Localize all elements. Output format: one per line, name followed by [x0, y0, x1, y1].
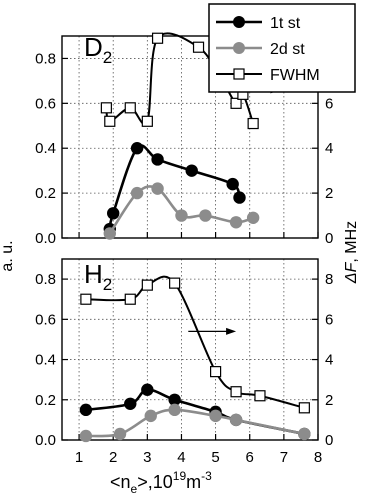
legend-marker-2d-st — [233, 42, 245, 54]
y-left-tick-label: 0.4 — [35, 140, 56, 157]
data-point-2d-st — [168, 403, 181, 417]
y-right-tick-label: 4 — [325, 140, 333, 157]
y-right-tick-label: 2 — [325, 185, 333, 202]
data-point-fwhm — [141, 115, 153, 127]
data-point-1t-st — [226, 177, 239, 191]
y-left-tick-label: 0.8 — [35, 50, 56, 67]
data-point-fwhm — [254, 390, 266, 402]
data-point-fwhm — [192, 41, 205, 53]
data-point-fwhm — [100, 102, 112, 114]
y-right-axis-label: ΔF, MHz — [343, 221, 360, 284]
data-point-fwhm — [124, 293, 136, 305]
x-axis-label-mid: >,10 — [137, 472, 173, 492]
y-left-tick-label: 0.2 — [35, 392, 56, 409]
plot-frame — [61, 35, 319, 239]
y-left-tick-label: 0.8 — [35, 271, 56, 288]
panel-label-d2-main: D — [84, 32, 103, 62]
data-point-fwhm — [230, 97, 242, 109]
data-point-2d-st — [79, 429, 93, 443]
data-point-2d-st — [175, 209, 188, 222]
legend-label-2d-st: 2d st — [270, 41, 305, 58]
panel-label-d2-sub: 2 — [103, 48, 112, 67]
data-point-2d-st — [298, 427, 311, 441]
data-point-fwhm — [124, 102, 136, 114]
panel-d2: 0.0 0.2 0.4 0.6 0.8 0 2 4 6 — [35, 32, 333, 247]
x-tick-label: 2 — [109, 449, 117, 466]
y-right-tick-label: 0 — [325, 432, 333, 449]
data-point-2d-st — [229, 413, 243, 427]
legend-marker-1t-st — [233, 16, 245, 28]
x-tick-label: 8 — [314, 449, 322, 466]
data-point-2d-st — [151, 182, 164, 195]
legend-label-fwhm: FWHM — [270, 67, 320, 84]
panel-label-d2: D2 — [84, 32, 112, 67]
y-left-tick-label: 0.4 — [35, 352, 56, 369]
y-right-tick-label: 6 — [325, 311, 333, 328]
legend-marker-fwhm — [233, 68, 245, 80]
x-tick-label: 4 — [177, 449, 185, 466]
legend-label-1t-st: 1t st — [270, 15, 301, 32]
data-point-1t-st — [168, 393, 181, 406]
y-right-tick-label: 6 — [325, 95, 333, 112]
y-left-tick-label: 0.0 — [35, 432, 56, 449]
panel-label-h2-sub: 2 — [103, 275, 112, 294]
data-point-fwhm — [298, 402, 310, 414]
data-point-fwhm — [151, 32, 164, 44]
data-point-1t-st — [233, 191, 246, 204]
data-point-fwhm — [230, 386, 242, 398]
data-point-fwhm — [141, 279, 153, 291]
series-line-fwhm — [85, 275, 305, 409]
x-tick-label: 1 — [75, 449, 83, 466]
x-tick-label: 7 — [280, 449, 288, 466]
panel-h2: 0.0 0.2 0.4 0.6 0.8 0 2 4 6 8 1 2 3 4 5 6 7 8 — [35, 258, 333, 466]
data-point-2d-st — [209, 409, 222, 423]
y-right-tick-label: 0 — [325, 230, 333, 247]
y-left-tick-label: 0.6 — [35, 95, 56, 112]
data-point-2d-st — [144, 409, 157, 423]
data-point-fwhm — [247, 117, 259, 130]
x-tick-label: 3 — [143, 449, 151, 466]
legend: 1t st 2d st FWHM — [208, 3, 356, 93]
x-axis-label-sub: e — [131, 482, 138, 496]
data-point-1t-st — [185, 164, 198, 177]
x-axis-label-unit: m — [186, 472, 201, 492]
data-point-2d-st — [246, 211, 260, 224]
data-point-2d-st — [113, 427, 127, 441]
plot-frame — [61, 258, 319, 441]
x-tick-label: 6 — [246, 449, 254, 466]
data-point-fwhm — [80, 293, 92, 305]
x-axis-label-sup2: -3 — [201, 469, 212, 483]
data-point-1t-st — [124, 397, 137, 410]
data-point-fwhm — [104, 115, 116, 127]
data-point-2d-st — [229, 216, 243, 229]
data-point-fwhm — [210, 366, 222, 378]
data-point-1t-st — [79, 403, 93, 417]
y-left-tick-label: 0.0 — [35, 230, 56, 247]
x-axis-label: <ne>,1019m-3 — [110, 469, 212, 496]
data-point-1t-st — [130, 142, 144, 155]
y-right-tick-label: 4 — [325, 352, 333, 369]
right-axis-arrow-head — [226, 327, 237, 335]
data-point-2d-st — [130, 186, 144, 200]
y-right-axis-unit: , MHz — [343, 221, 360, 263]
y-left-tick-label: 0.2 — [35, 185, 56, 202]
x-axis-label-prefix: <n — [110, 472, 131, 492]
data-point-1t-st — [141, 383, 154, 396]
data-point-1t-st — [151, 153, 164, 166]
y-right-tick-label: 2 — [325, 392, 333, 409]
x-tick-label: 5 — [211, 449, 219, 466]
y-left-axis-label: a. u. — [0, 240, 16, 271]
panel-label-h2-main: H — [84, 259, 103, 289]
data-point-2d-st — [199, 209, 212, 222]
series-line-1t-st — [108, 144, 241, 230]
y-right-tick-label: 8 — [325, 271, 333, 288]
data-point-1t-st — [107, 207, 120, 220]
data-point-fwhm — [169, 277, 181, 289]
data-point-2d-st — [103, 227, 116, 240]
x-axis-label-sup1: 19 — [173, 469, 187, 483]
y-left-tick-label: 0.6 — [35, 311, 56, 328]
panel-label-h2: H2 — [84, 259, 112, 294]
y-right-axis-symbol: ΔF — [343, 261, 360, 284]
